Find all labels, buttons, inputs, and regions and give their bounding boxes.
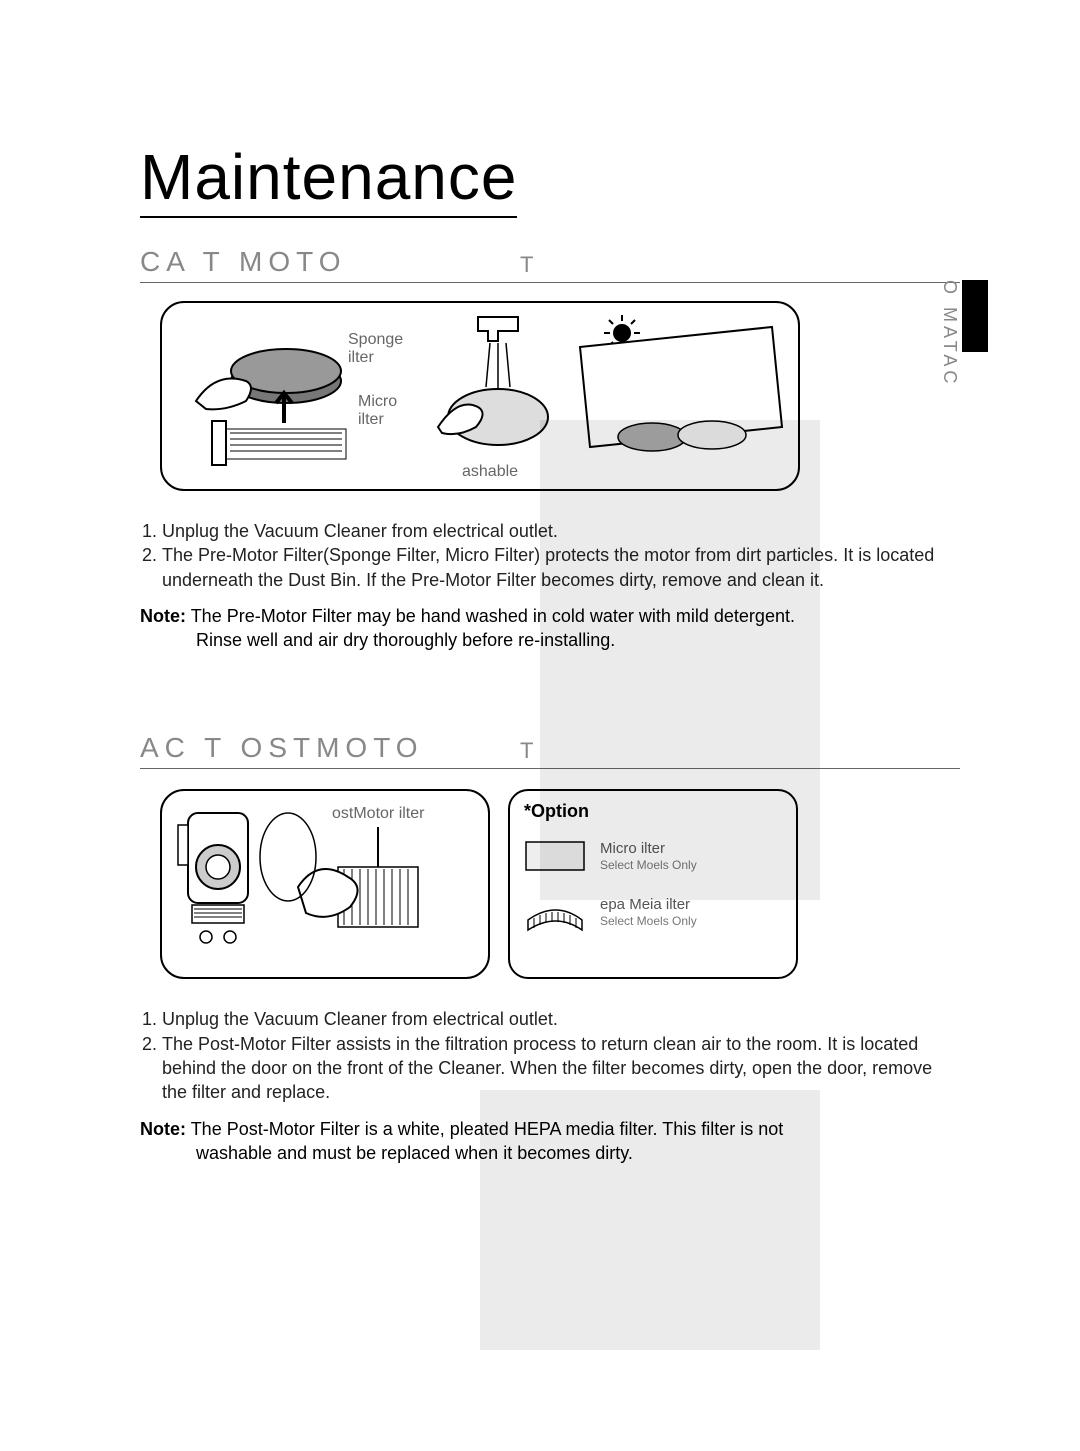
section2-heading-left: AC T OSTMOTO <box>140 732 520 764</box>
note-text: The Pre-Motor Filter may be hand washed … <box>191 606 795 626</box>
postmotor-figure: ostMotor ilter <box>160 789 490 979</box>
list-item: The Pre-Motor Filter(Sponge Filter, Micr… <box>162 543 960 592</box>
option-box: *Option Micro ilter Select Moels Only <box>508 789 798 979</box>
side-tab-label: O MATAC <box>939 280 960 387</box>
note-label: Note: <box>140 606 186 626</box>
option-sub: Select Moels Only <box>600 914 697 928</box>
filter-dry-illustration <box>572 307 792 477</box>
page-title: Maintenance <box>140 140 517 218</box>
micro-filter-label: Micro ilter <box>358 393 397 428</box>
section2: AC T OSTMOTO T ostMotor ilter <box>140 732 960 1165</box>
sponge-filter-label: Sponge ilter <box>348 331 403 366</box>
section1-steps: Unplug the Vacuum Cleaner from electrica… <box>140 519 960 592</box>
postmotor-illustration <box>168 797 488 977</box>
filter-remove-illustration <box>176 311 376 481</box>
hepa-filter-icon <box>524 890 586 934</box>
note-text-line2: washable and must be replaced when it be… <box>140 1141 960 1165</box>
option-name: epa Meia ilter <box>600 896 697 914</box>
note-label: Note: <box>140 1119 186 1139</box>
washable-label: ashable <box>462 463 518 481</box>
section1-heading-right: T <box>520 252 537 278</box>
section2-heading-right: T <box>520 738 537 764</box>
note-text: The Post-Motor Filter is a white, pleate… <box>191 1119 784 1139</box>
side-tab-block <box>962 280 988 352</box>
list-item: Unplug the Vacuum Cleaner from electrica… <box>162 1007 960 1031</box>
section2-note: Note: The Post-Motor Filter is a white, … <box>140 1117 960 1166</box>
option-row: epa Meia ilter Select Moels Only <box>524 890 782 934</box>
option-title: *Option <box>524 801 782 822</box>
section1-heading-row: CA T MOTO T <box>140 246 960 283</box>
section1-note: Note: The Pre-Motor Filter may be hand w… <box>140 604 960 653</box>
note-text-line2: Rinse well and air dry thoroughly before… <box>140 628 960 652</box>
list-item: The Post-Motor Filter assists in the fil… <box>162 1032 960 1105</box>
micro-filter-icon <box>524 836 586 876</box>
section1-figure: Sponge ilter Micro ilter ashable <box>160 301 800 491</box>
section2-figures: ostMotor ilter <box>160 789 960 979</box>
filter-wash-illustration <box>418 307 578 477</box>
section2-steps: Unplug the Vacuum Cleaner from electrica… <box>140 1007 960 1104</box>
option-sub: Select Moels Only <box>600 858 697 872</box>
option-row: Micro ilter Select Moels Only <box>524 836 782 876</box>
list-item: Unplug the Vacuum Cleaner from electrica… <box>162 519 960 543</box>
manual-page: Maintenance CA T MOTO T O MATAC Sponge i… <box>0 0 1080 1451</box>
section1-heading-left: CA T MOTO <box>140 246 520 278</box>
option-name: Micro ilter <box>600 840 697 858</box>
section2-heading-row: AC T OSTMOTO T <box>140 732 960 769</box>
